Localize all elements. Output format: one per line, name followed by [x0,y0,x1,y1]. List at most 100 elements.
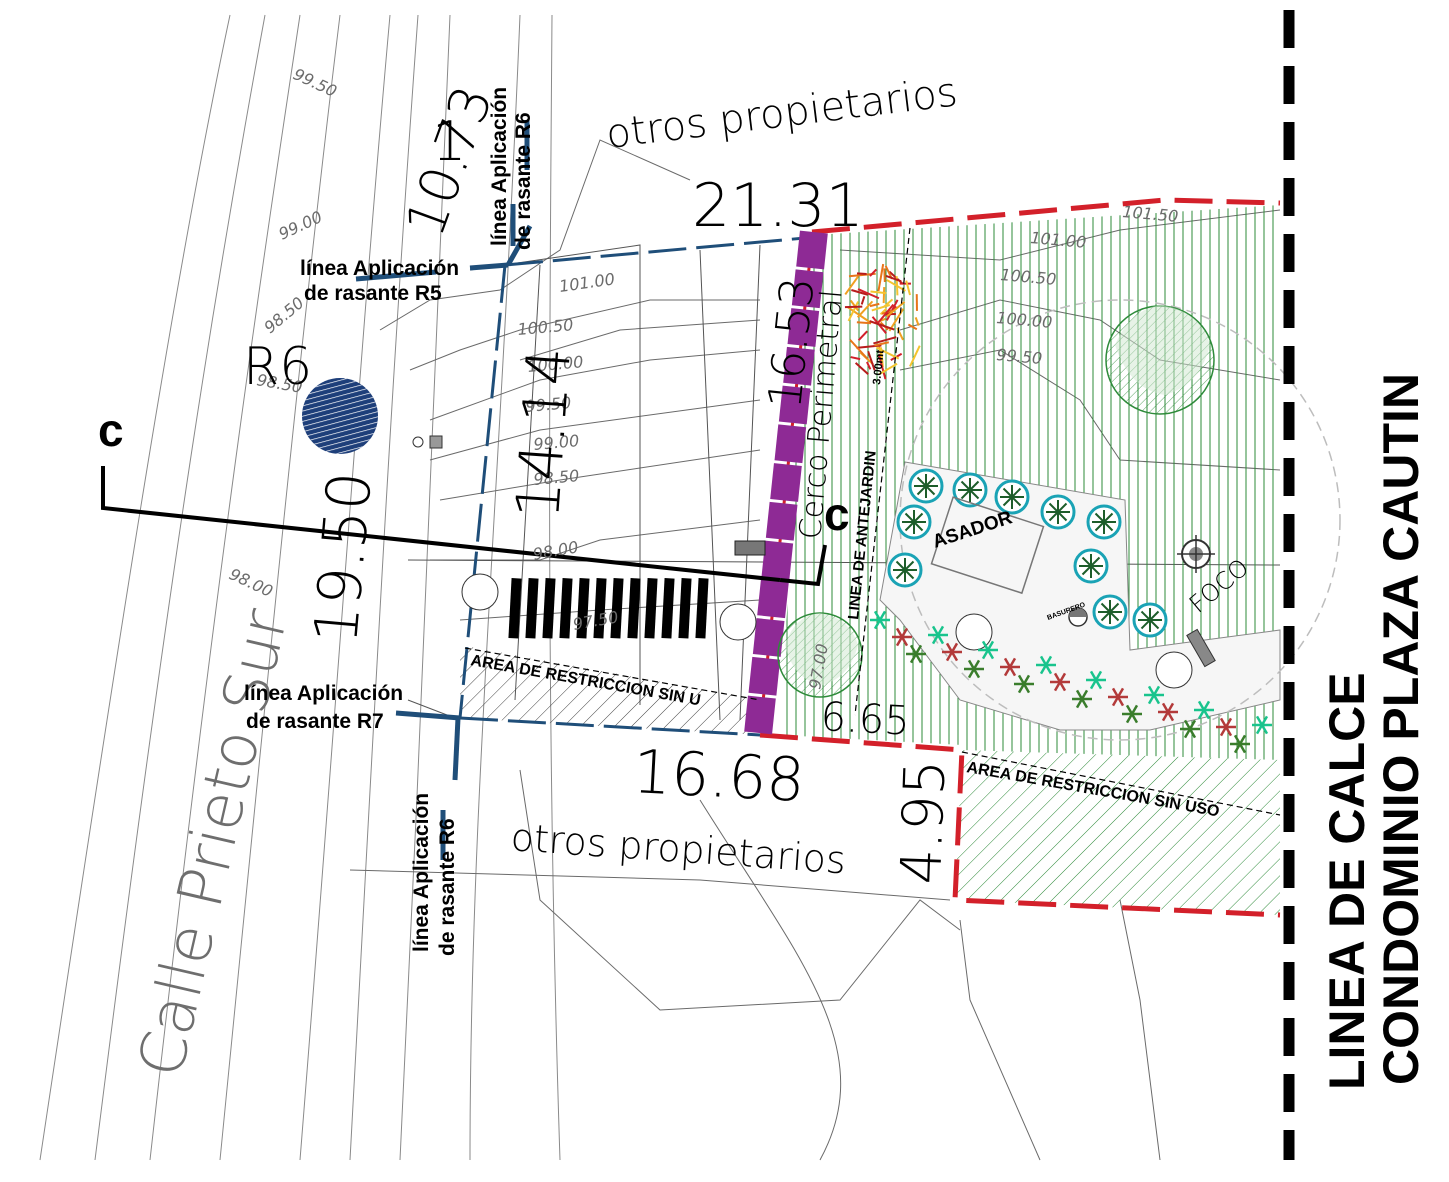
rasante-r5-label: línea Aplicación de rasante R5 [300,257,459,305]
hedge-leaf [1166,711,1175,722]
crosswalk-stripe [559,578,573,639]
plant-leaf [1002,496,1013,507]
plant-leaf [1081,565,1092,576]
plant-leaf [904,512,915,523]
plant-leaf [1011,496,1022,507]
hedge-leaf [1080,698,1089,709]
svg-text:de rasante R7: de rasante R7 [246,710,384,733]
shrub-stroke [856,300,874,319]
shrub-stroke [870,290,887,295]
shrub-stroke [878,362,898,376]
restriction-line-right [961,751,1281,816]
shrub-stroke [866,361,872,370]
hedge-leaf [1003,657,1012,668]
hedge-leaf [1147,694,1156,705]
hedge-leaf [1111,687,1120,698]
svg-text:99.50: 99.50 [996,345,1043,368]
hedge-leaf [1008,666,1017,677]
plant-leaf [1090,556,1101,567]
shrub-stroke [847,301,860,322]
lamp-icon [1177,535,1215,573]
hedge-leaf [1238,743,1247,754]
svg-text:de rasante R6: de rasante R6 [512,112,535,250]
fence-blocks [744,230,828,735]
shrub-cluster-icon [844,263,921,380]
fence-block [791,269,824,309]
shrub-stroke [850,356,861,361]
svg-text:99.00: 99.00 [276,207,326,244]
antejardin-dim: 3.00mt [871,349,887,385]
hedge-leaf [1094,670,1103,681]
crosswalk-stripe [525,578,539,639]
hedge-leaf [1039,655,1048,666]
plant-leaf [1057,511,1068,522]
plant-leaf [1140,619,1151,630]
hedge-leaf [1116,696,1125,707]
svg-text:98.00: 98.00 [226,564,276,601]
dim-step-v: 4.95 [889,759,958,886]
hedge-leaf [1075,689,1084,700]
shrub-stroke [844,275,859,296]
shrub-stroke [909,345,921,367]
section-c-left: c [98,404,124,456]
shrub-stroke [905,280,911,296]
shrub-stroke [857,288,880,300]
hedge-leaf [1183,728,1192,739]
rasante-r7-label: línea Aplicación de rasante R7 [244,682,403,733]
plant-leaf [1149,619,1160,630]
plant-leaf [1094,521,1105,532]
shrub-stroke [907,323,918,331]
plant-leaf [1094,512,1105,523]
svg-text:línea Aplicación: línea Aplicación [410,793,433,952]
plant-leaf [1100,611,1111,622]
meter-box-icon [734,540,766,556]
hedge-leaf [1053,672,1062,683]
hedge-leaf [1130,704,1139,715]
svg-text:101.00: 101.00 [1030,228,1087,252]
fence-block [796,230,828,270]
post-circle-icon [412,436,424,448]
hedge-leaf [1116,687,1125,698]
hedge-leaf [1125,713,1134,724]
shrub-stroke [874,341,890,347]
plant-leaf [1103,512,1114,523]
trash-bin-icon [1068,607,1088,627]
crosswalk-stripe [610,578,624,639]
dim-bottom: 16.68 [631,737,806,816]
hedge-leaf [936,625,945,636]
hedge-leaf [986,640,995,651]
hedge-leaf [945,651,954,662]
hedge-leaf [931,625,940,636]
svg-text:de rasante R5: de rasante R5 [304,282,442,305]
hedge-leaf [950,651,959,662]
shrub-stroke [869,320,895,331]
rasante-ticks [355,120,533,860]
svg-text:100.50: 100.50 [1000,265,1057,289]
antejardin-line [854,227,911,716]
hedge-leaf [1008,657,1017,668]
svg-text:101.00: 101.00 [558,269,616,296]
crosswalk-stripe [644,578,658,639]
property-boundary [759,197,1281,918]
shrub-stroke [877,263,885,292]
post-icon [429,435,443,449]
hedge-leaf [967,659,976,670]
plant-leaf [895,569,906,580]
shrub-stroke [854,362,869,375]
plant-leaf [913,512,924,523]
svg-text:99.50: 99.50 [525,393,572,416]
plant-leaf [1103,521,1114,532]
otros-propietarios-top: otros propietarios [604,69,960,158]
hedge-leaf [1219,726,1228,737]
svg-text:99.50: 99.50 [290,64,340,101]
r6-marker-label: R6 [243,337,312,397]
rasante-r6-top-label: línea Aplicación de rasante R6 [488,87,535,250]
svg-text:98.50: 98.50 [533,466,580,489]
shrub-stroke [869,268,878,277]
hedge-leaf [873,610,882,621]
fence-block [770,463,802,502]
hedge-leaf [1022,674,1031,685]
section-line-c [101,466,827,587]
hedge-leaf [1255,715,1264,726]
plant-leaf [969,480,980,491]
